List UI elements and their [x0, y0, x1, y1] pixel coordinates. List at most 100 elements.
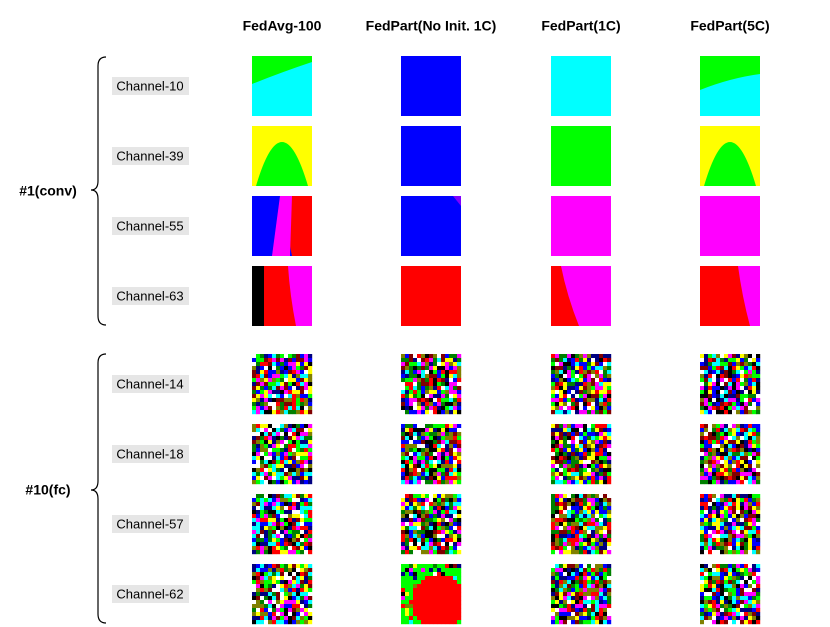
tile-pixel	[756, 456, 761, 461]
tile-pixel	[409, 588, 414, 593]
tile-pixel	[405, 444, 410, 449]
tile-pixel	[449, 432, 454, 437]
tile-pixel	[736, 398, 741, 403]
tile-pixel	[559, 538, 564, 543]
tile-pixel	[732, 402, 737, 407]
tile-pixel	[276, 382, 281, 387]
tile-pixel	[579, 494, 584, 499]
tile-pixel	[441, 362, 446, 367]
tile-pixel	[437, 522, 442, 527]
tile-pixel	[413, 592, 418, 597]
tile-pixel	[567, 514, 572, 519]
tile-pixel	[748, 568, 753, 573]
tile-pixel	[304, 362, 309, 367]
tile-pixel	[449, 608, 454, 613]
tile-pixel	[437, 588, 442, 593]
tile-pixel	[595, 406, 600, 411]
tile-pixel	[417, 494, 422, 499]
tile-pixel	[575, 382, 580, 387]
tile-pixel	[567, 608, 572, 613]
tile-pixel	[555, 494, 560, 499]
tile-pixel	[728, 600, 733, 605]
tile-pixel	[300, 398, 305, 403]
tile-pixel	[304, 460, 309, 465]
tile-pixel	[708, 530, 713, 535]
tile-pixel	[736, 480, 741, 485]
tile-pixel	[603, 432, 608, 437]
tile-pixel	[756, 588, 761, 593]
tile-pixel	[429, 444, 434, 449]
tile-pixel	[591, 596, 596, 601]
tile-pixel	[304, 620, 309, 625]
tile-pixel	[276, 468, 281, 473]
tile-pixel	[708, 564, 713, 569]
tile-pixel	[292, 498, 297, 503]
tile-pixel	[405, 370, 410, 375]
tile-pixel	[437, 526, 442, 531]
tile-pixel	[437, 584, 442, 589]
feature-map-tile	[401, 564, 462, 625]
tile-pixel	[437, 366, 442, 371]
tile-pixel	[457, 448, 462, 453]
tile-pixel	[720, 464, 725, 469]
tile-pixel	[724, 502, 729, 507]
tile-pixel	[748, 406, 753, 411]
tile-pixel	[728, 460, 733, 465]
tile-pixel	[700, 584, 705, 589]
tile-pixel	[571, 550, 576, 555]
tile-pixel	[736, 538, 741, 543]
tile-pixel	[256, 600, 261, 605]
tile-pixel	[571, 410, 576, 415]
tile-pixel	[571, 362, 576, 367]
tile-pixel	[756, 402, 761, 407]
tile-pixel	[429, 440, 434, 445]
tile-pixel	[268, 534, 273, 539]
tile-pixel	[260, 502, 265, 507]
tile-pixel	[595, 468, 600, 473]
tile-pixel	[744, 428, 749, 433]
tile-pixel	[405, 530, 410, 535]
tile-pixel	[441, 452, 446, 457]
tile-pixel	[300, 608, 305, 613]
tile-pixel	[429, 494, 434, 499]
tile-pixel	[748, 432, 753, 437]
tile-pixel	[607, 616, 612, 621]
tile-pixel	[268, 428, 273, 433]
tile-pixel	[587, 518, 592, 523]
tile-pixel	[728, 538, 733, 543]
tile-pixel	[700, 538, 705, 543]
group-brace	[90, 56, 107, 326]
tile-pixel	[417, 354, 422, 359]
tile-pixel	[752, 546, 757, 551]
tile-pixel	[405, 572, 410, 577]
tile-pixel	[453, 612, 458, 617]
tile-pixel	[268, 456, 273, 461]
tile-pixel	[607, 522, 612, 527]
tile-pixel	[732, 616, 737, 621]
tile-pixel	[457, 530, 462, 535]
tile-pixel	[433, 580, 438, 585]
tile-pixel	[280, 386, 285, 391]
tile-pixel	[272, 424, 277, 429]
tile-pixel	[453, 472, 458, 477]
tile-pixel	[583, 402, 588, 407]
tile-pixel	[425, 424, 430, 429]
tile-pixel	[712, 432, 717, 437]
tile-pixel	[268, 612, 273, 617]
tile-pixel	[752, 530, 757, 535]
tile-pixel	[748, 448, 753, 453]
tile-pixel	[401, 410, 406, 415]
tile-pixel	[437, 600, 442, 605]
tile-pixel	[716, 402, 721, 407]
tile-pixel	[453, 522, 458, 527]
tile-pixel	[716, 480, 721, 485]
tile-pixel	[732, 472, 737, 477]
tile-pixel	[437, 354, 442, 359]
tile-pixel	[716, 580, 721, 585]
tile-pixel	[744, 580, 749, 585]
tile-pixel	[724, 394, 729, 399]
tile-pixel	[736, 518, 741, 523]
tile-pixel	[304, 374, 309, 379]
tile-pixel	[284, 588, 289, 593]
tile-pixel	[575, 568, 580, 573]
